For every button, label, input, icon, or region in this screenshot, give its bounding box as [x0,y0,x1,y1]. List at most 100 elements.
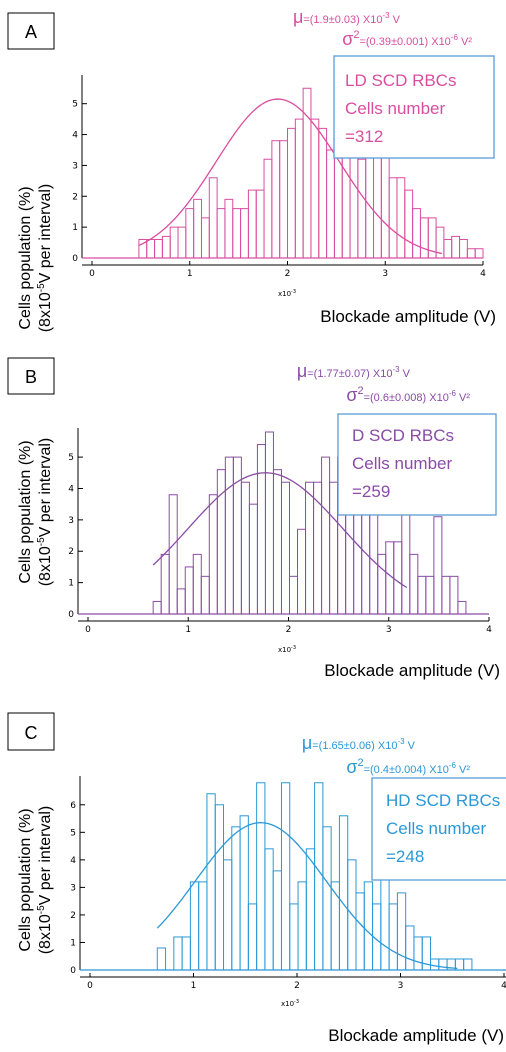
info-line-2: Cells number [386,819,486,838]
histogram-bar [388,903,398,971]
y-tick-label: 5 [70,828,76,838]
histogram-bar [152,600,162,615]
histogram-bar [247,189,257,259]
sigma-stat: σ2=(0.4±0.004) X10-6 V² [346,757,470,777]
y-tick-label: 0 [68,610,74,620]
histogram-bar [457,600,467,615]
histogram-bar [176,588,186,615]
histogram-bar [289,575,299,615]
x-tick-label: 0 [89,269,95,279]
histogram-bar [146,238,156,259]
y-tick-label: 4 [72,131,78,141]
histogram-bar [177,226,187,259]
histogram-plot: 0 1 2 3 4 5 0 1 2 3 4 [72,75,486,279]
mu-text: =(1.65±0.06) X10 [312,740,397,752]
panel-c: C μ=(1.65±0.06) X10-3 V σ2=(0.4±0.004) X… [7,712,506,1045]
info-line-3: =248 [386,847,424,866]
histogram-bar [338,815,349,971]
panel-letter: B [25,367,37,387]
info-line-2: Cells number [352,454,452,473]
histogram-bar [154,238,163,259]
x-tick-label: 1 [187,269,193,279]
panel-letter-box [7,357,55,395]
sigma-sup: 2 [357,385,363,397]
sigma-stat: σ2=(0.39±0.001) X10-6 V² [342,29,472,49]
x-tick-label: 1 [185,625,191,635]
histogram-bar [206,793,216,971]
y-tick-label: 1 [68,579,74,589]
info-box [333,55,495,159]
gaussian-fit-line [152,472,408,589]
mu-unit: V [390,14,401,26]
y-tick-label: 2 [72,192,78,202]
y-axis-label: Cells population (%) (8x10-5V per interv… [17,438,54,587]
mu-symbol: μ [302,733,312,753]
histogram-bar [404,189,414,259]
x-tick-label: 1 [191,981,197,991]
histogram-bar [438,958,448,971]
histogram-bar [388,177,398,259]
mu-text: =(1.9±0.03) X10 [303,14,382,26]
sigma-text: =(0.6±0.008) X10 [364,392,449,404]
histogram-bar [412,208,421,259]
histogram-bar [318,127,328,259]
svg-text:(8x10-5V per interval): (8x10-5V per interval) [36,438,54,587]
histogram-bar [459,238,468,259]
y-tick-label: 5 [68,453,74,463]
mu-text: =(1.77±0.07) X10 [307,368,392,380]
sigma-stat: σ2=(0.6±0.008) X10-6 V² [346,385,470,405]
y-tick-label: 3 [68,516,74,526]
histogram-bar [181,936,191,971]
histogram-bar [208,177,218,259]
histogram-bar [160,553,170,615]
mu-symbol: μ [293,7,303,27]
panel-a: A μ=(1.9±0.03) X10-3 V σ2=(0.39±0.001) X… [7,7,496,333]
histogram-bar [263,158,273,259]
histogram-bar [380,870,390,971]
x-axis-label: Blockade amplitude (V) [320,307,496,326]
x-axis-label: Blockade amplitude (V) [328,1026,504,1045]
info-box [337,413,497,516]
histogram-bar [173,936,183,971]
mu-exp: -3 [397,737,405,746]
histogram-plot: 0 1 2 3 4 5 6 0 1 2 3 4 [70,776,506,991]
histogram-bar [466,248,476,259]
histogram-bar [322,826,332,971]
histogram-bar [373,149,382,259]
histogram-bar [417,575,427,615]
sigma-exp: -6 [449,761,457,770]
x-tick-label: 2 [294,981,300,991]
gaussian-fit-line [138,98,443,255]
histogram-bar [200,575,210,615]
y-tick-label: 0 [70,966,76,976]
sigma-sup: 2 [357,757,363,769]
info-line-1: D SCD RBCs [352,426,454,445]
histogram-bar [224,198,234,259]
histogram-bar [357,158,367,259]
x-tick-label: 3 [386,625,392,635]
panel-letter-box [7,12,55,50]
info-box [371,777,506,881]
x-tick-label: 4 [480,269,486,279]
histogram-bar [271,140,281,259]
svg-text:(8x10-5V per interval): (8x10-5V per interval) [36,184,54,333]
histogram-bar [297,528,307,615]
x-tick-label: 3 [382,269,388,279]
histogram-bar [214,804,225,971]
info-line-1: LD SCD RBCs [345,71,456,90]
histogram-bar [192,553,202,615]
histogram-bar [405,925,415,971]
panel-letter: A [25,22,37,42]
sigma-unit: V² [458,36,472,48]
histogram-bar [409,553,419,615]
histogram-bar [355,892,365,971]
histogram-bar [305,481,315,615]
sigma-symbol: σ [342,29,353,49]
x-tick-label: 4 [486,625,492,635]
histogram-bar [433,516,443,615]
histogram-bar [287,127,296,259]
histogram-bar [449,575,459,615]
histogram-bar [208,494,218,615]
y-tick-label: 4 [70,856,76,866]
